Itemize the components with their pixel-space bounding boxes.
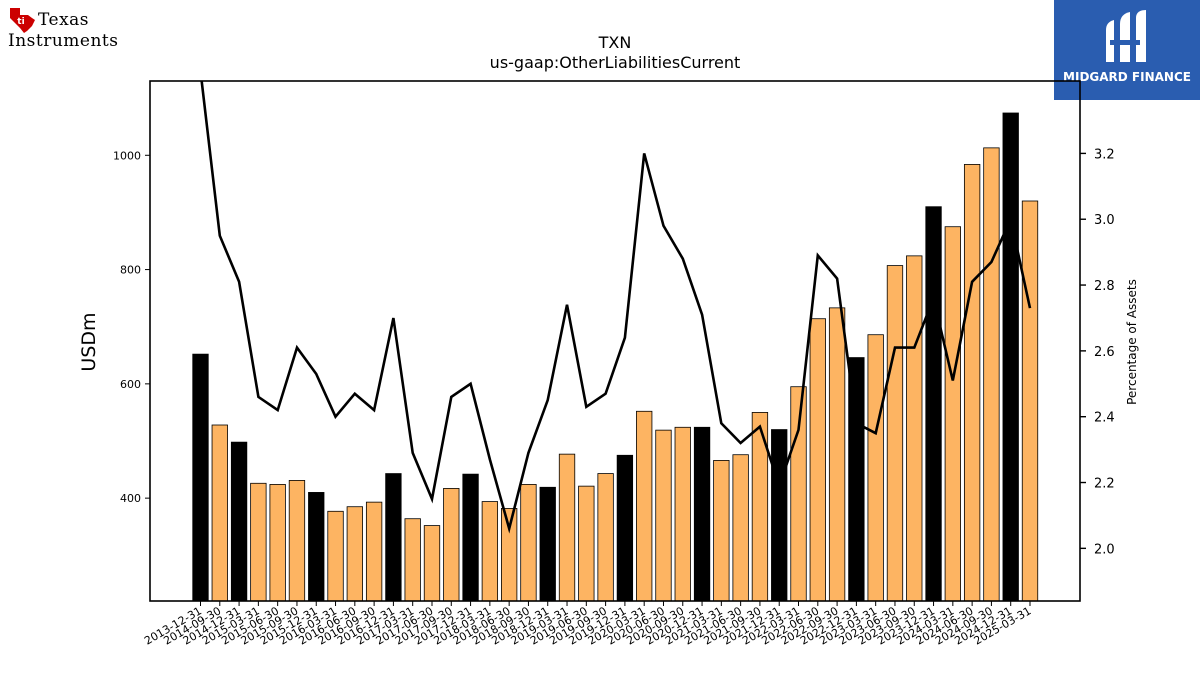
bar (230, 441, 248, 602)
bar (713, 460, 730, 602)
y2-axis-label: Percentage of Assets (1125, 279, 1139, 405)
bar (481, 501, 499, 602)
bar (269, 484, 286, 602)
y2-tick-label: 3.2 (1094, 147, 1115, 162)
bar (636, 410, 653, 602)
bar (925, 206, 942, 602)
bar (886, 265, 904, 602)
bar (732, 454, 749, 602)
bar (520, 484, 537, 602)
bar (1002, 112, 1019, 602)
y2-tick-label: 3.0 (1094, 213, 1115, 228)
svg-text:ti: ti (17, 17, 24, 27)
axes: 40060080010002.02.22.42.62.83.03.22013-1… (113, 80, 1115, 648)
midgard-finance-logo: MIDGARD FINANCE (1054, 0, 1200, 100)
texas-state-icon: ti (10, 8, 35, 33)
y2-tick-label: 2.8 (1094, 279, 1115, 294)
y2-tick-label: 2.6 (1094, 345, 1115, 360)
bar (346, 506, 363, 602)
bar (655, 429, 672, 602)
line-series (200, 81, 1032, 534)
bar (848, 357, 865, 602)
bar (308, 492, 325, 602)
y2-tick-label: 2.2 (1094, 477, 1115, 492)
bar (771, 429, 788, 602)
y-tick-label: 600 (120, 378, 141, 391)
midgard-finance-mark-icon (1054, 0, 1200, 100)
bar (558, 453, 576, 602)
logo-line2: Instruments (8, 31, 119, 51)
bar (963, 164, 981, 602)
bar (693, 426, 711, 602)
bar (539, 486, 556, 602)
bar (327, 510, 344, 602)
bar (809, 318, 826, 602)
y-tick-label: 1000 (113, 149, 141, 162)
chart-title: TXN (598, 33, 632, 52)
bar (578, 485, 595, 602)
bar (616, 454, 634, 602)
y2-tick-label: 2.4 (1094, 411, 1115, 426)
bar (867, 334, 884, 602)
y2-tick-label: 2.0 (1094, 542, 1115, 557)
bar (404, 518, 421, 602)
bar (192, 353, 209, 602)
bar-series (192, 112, 1039, 602)
bar (211, 424, 228, 602)
bar (423, 525, 441, 602)
bar (501, 508, 518, 602)
bar (828, 307, 846, 602)
bar (365, 501, 383, 602)
y-tick-label: 400 (120, 492, 141, 505)
bar (944, 226, 961, 602)
y-axis-label: USDm (78, 312, 100, 371)
bar (983, 147, 1000, 602)
plot-frame (149, 80, 1081, 602)
percentage-line (200, 81, 1032, 534)
logo-text: MIDGARD FINANCE (1063, 70, 1191, 84)
bar (906, 255, 923, 602)
bar (1021, 200, 1039, 602)
bar (385, 473, 402, 602)
bar (674, 426, 691, 602)
y-tick-label: 800 (120, 264, 141, 277)
bar (597, 473, 614, 602)
bar (443, 488, 460, 602)
texas-instruments-logo: ti Texas Instruments (8, 6, 140, 54)
bar (462, 473, 479, 602)
logo-line1: Texas (38, 10, 90, 30)
bar (250, 482, 267, 602)
bar (288, 480, 306, 602)
chart-subtitle: us-gaap:OtherLiabilitiesCurrent (490, 53, 741, 72)
